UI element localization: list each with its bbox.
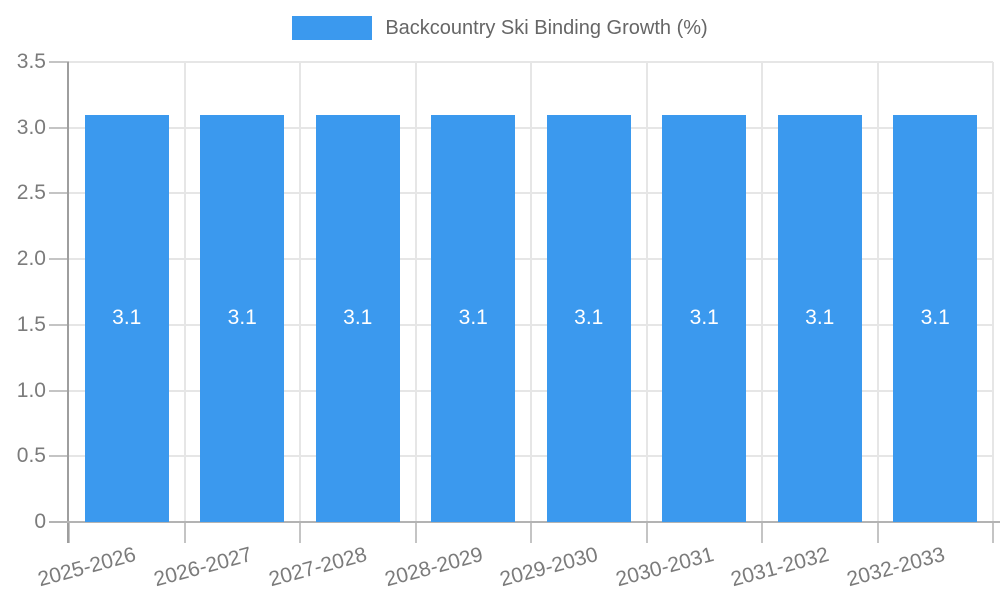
y-tick-label: 3.0 [16, 115, 46, 139]
bar[interactable]: 3.1 [315, 114, 400, 522]
x-gridline [761, 62, 763, 522]
x-gridline [299, 62, 301, 522]
bar-value-label: 3.1 [574, 306, 604, 330]
bar[interactable]: 3.1 [200, 114, 285, 522]
x-tick-label: 2029-2030 [497, 543, 601, 592]
x-tick-mark [876, 522, 879, 543]
x-tick-label: 2030-2031 [613, 543, 717, 592]
bar[interactable]: 3.1 [777, 114, 862, 522]
x-gridline [876, 62, 879, 522]
x-tick-label: 2032-2033 [844, 543, 948, 592]
legend-label: Backcountry Ski Binding Growth (%) [385, 17, 708, 39]
bar-value-label: 3.1 [343, 306, 373, 330]
bar-value-label: 3.1 [920, 306, 950, 330]
legend-item[interactable]: Backcountry Ski Binding Growth (%) [292, 16, 708, 40]
x-tick-mark [761, 522, 763, 543]
y-tick-mark [49, 61, 69, 63]
x-tick-label: 2028-2029 [382, 543, 486, 592]
y-tick-mark [49, 455, 69, 458]
bar-value-label: 3.1 [458, 306, 488, 330]
y-tick-label: 1.0 [16, 378, 46, 402]
y-tick-label: 0.5 [16, 444, 46, 468]
x-tick-mark [68, 522, 70, 543]
bar-value-label: 3.1 [689, 306, 719, 330]
x-gridline [992, 62, 994, 522]
y-tick-label: 2.5 [16, 181, 46, 205]
y-axis-line [67, 62, 69, 543]
y-tick-mark [49, 192, 69, 195]
y-tick-label: 2.0 [16, 247, 46, 271]
bar[interactable]: 3.1 [662, 114, 747, 522]
x-gridline [530, 62, 532, 522]
x-tick-label: 2031-2032 [728, 543, 832, 592]
x-gridline [183, 62, 186, 522]
x-tick-label: 2025-2026 [35, 543, 139, 592]
y-tick-mark [49, 126, 69, 129]
bar[interactable]: 3.1 [431, 114, 516, 522]
y-tick-mark [49, 389, 69, 392]
x-tick-mark [530, 522, 532, 543]
bar[interactable]: 3.1 [84, 114, 169, 522]
legend-swatch [292, 16, 373, 40]
x-gridline [645, 62, 648, 522]
bar[interactable]: 3.1 [546, 114, 631, 522]
y-tick-mark [49, 323, 69, 326]
chart-legend: Backcountry Ski Binding Growth (%) [0, 16, 1000, 40]
bar-value-label: 3.1 [805, 306, 835, 330]
x-tick-mark [645, 522, 648, 543]
x-tick-mark [992, 522, 994, 543]
bar-value-label: 3.1 [227, 306, 257, 330]
x-axis-line [49, 521, 1000, 523]
x-tick-mark [414, 522, 417, 543]
y-tick-mark [49, 258, 69, 261]
y-tick-label: 0 [34, 510, 46, 533]
bar[interactable]: 3.1 [893, 114, 978, 522]
y-tick-label: 1.5 [16, 312, 46, 336]
x-tick-label: 2027-2028 [266, 543, 370, 592]
x-tick-label: 2026-2027 [151, 543, 255, 592]
bar-value-label: 3.1 [112, 306, 142, 330]
y-tick-label: 3.5 [16, 50, 46, 73]
x-tick-mark [299, 522, 301, 543]
x-tick-mark [183, 522, 186, 543]
x-gridline [414, 62, 417, 522]
